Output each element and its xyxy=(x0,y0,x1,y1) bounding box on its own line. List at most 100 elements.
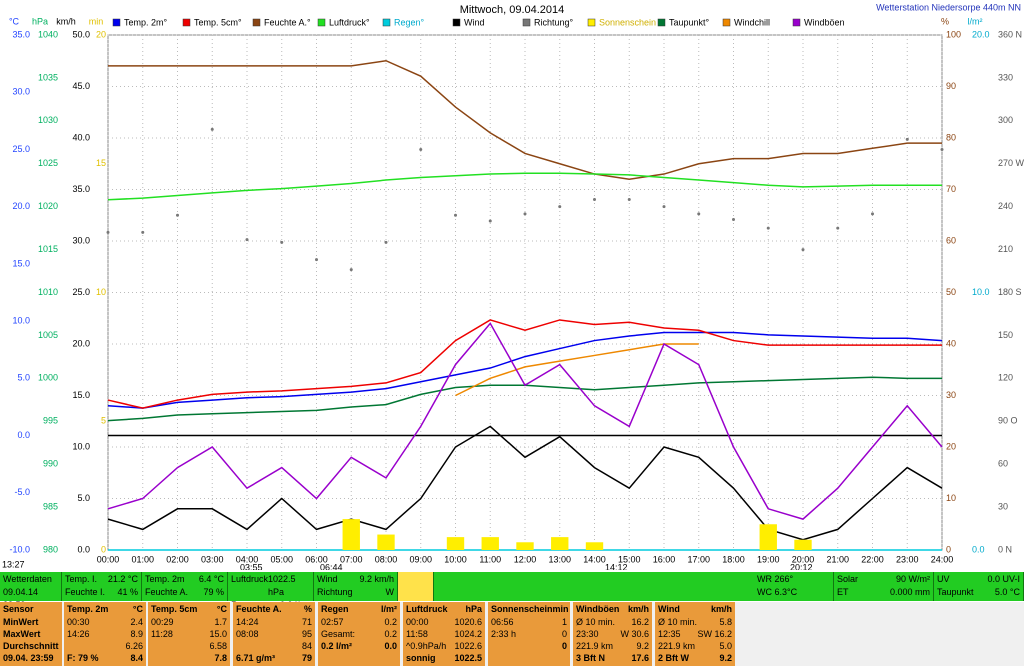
stats-table: Sensor MinWert MaxWert Durchschnitt 09.04. 2… xyxy=(0,602,1024,666)
legend-label: Feuchte A.° xyxy=(264,17,311,27)
cell-text: 08:08 xyxy=(236,629,259,639)
cell-text: Ø 10 min. xyxy=(576,617,616,627)
legend-label: Temp. 2m° xyxy=(124,17,168,27)
y-tick-label: 20.0 xyxy=(972,29,990,39)
status-line: Temp. I. 21.2 °C xyxy=(65,573,138,586)
x-tick-label: 15:00 xyxy=(618,554,641,564)
table-row: 00:30 2.4 xyxy=(67,616,143,628)
y-tick-label: 70 xyxy=(946,184,956,194)
annotation: 03:55 xyxy=(240,562,263,570)
cell-text: 00:29 xyxy=(151,617,174,627)
column-unit: hPa xyxy=(465,604,482,614)
y-tick-label: 1025 xyxy=(38,158,58,168)
table-row: 2 Bft W 9.2 xyxy=(658,652,732,664)
legend-swatch xyxy=(382,18,391,27)
y-tick-label: 60 xyxy=(946,235,956,245)
station-name: Wetterstation Niedersorpe 440m NN xyxy=(876,2,1021,12)
point xyxy=(871,212,874,216)
cell-text: 6.26 xyxy=(125,641,143,651)
table-column: Windböen km/h Ø 10 min. 16.2 23:30 W 30.6 221.… xyxy=(573,602,652,666)
bar xyxy=(551,537,569,550)
table-row: Ø 10 min. 5.8 xyxy=(658,616,732,628)
x-tick-label: 04:00 xyxy=(236,554,259,564)
status-text: Taupunkt xyxy=(937,587,974,597)
status-text: 5.0 °C xyxy=(994,587,1020,597)
sun-icon xyxy=(398,572,434,601)
y-tick-label: 5 xyxy=(101,416,106,426)
table-row: 84 xyxy=(236,640,312,652)
x-tick-label: 11:00 xyxy=(479,554,501,564)
column-unit: % xyxy=(303,604,312,614)
table-row: sonnig 1022.5 xyxy=(406,652,482,664)
point xyxy=(106,230,110,234)
cell-text: 6.71 g/m³ xyxy=(236,653,276,663)
x-tick-label: 01:00 xyxy=(131,554,154,564)
cell-text: 23:30 xyxy=(576,629,599,639)
x-tick-label: 19:00 xyxy=(757,554,780,564)
x-tick-label: 06:00 xyxy=(305,554,328,564)
status-cell: Temp. I. 21.2 °C Feuchte I. 41 % xyxy=(62,572,142,601)
annotation: 06:44 xyxy=(320,562,343,570)
annotation: 13:27 xyxy=(2,559,25,569)
legend-label: Windchill xyxy=(734,17,770,27)
cell-text: Ø 10 min. xyxy=(658,617,698,627)
y-tick-label: 20 xyxy=(96,29,106,39)
y-tick-label: 240 xyxy=(998,201,1013,211)
table-row: ^0.9hPa/h 1022.6 xyxy=(406,640,482,652)
table-column: Feuchte A.% 14:24 71 08:08 95 84 6.71 g/m³ 79 xyxy=(233,602,315,666)
table-row: 2:33 h 0 xyxy=(491,628,567,640)
status-text: 6.4 °C xyxy=(198,574,224,584)
column-title: Wind xyxy=(658,604,680,614)
status-text: 1022.5 hPa xyxy=(268,574,296,597)
cell-text: F: 79 % xyxy=(67,653,99,663)
y-tick-label: 1015 xyxy=(38,244,58,254)
cell-text: 02:57 xyxy=(321,617,344,627)
y-tick-label: 10.0 xyxy=(72,441,90,451)
status-text: 90 W/m² xyxy=(895,574,930,584)
cell-text: 1020.6 xyxy=(454,617,482,627)
y-tick-label: 5.0 xyxy=(17,373,30,383)
legend-swatch xyxy=(587,18,596,27)
point xyxy=(593,198,596,202)
cell-text: 1.7 xyxy=(214,617,227,627)
column-header: Luftdruck hPa xyxy=(406,602,482,616)
point xyxy=(245,238,249,242)
status-text: Wetterdaten xyxy=(3,574,52,584)
table-row: 0.2 l/m² 0.0 xyxy=(321,640,397,652)
y-tick-label: 10.0 xyxy=(972,287,990,297)
y-tick-label: 10 xyxy=(96,287,106,297)
status-line: WR 266° xyxy=(757,573,830,586)
cell-text: 17.6 xyxy=(631,653,649,663)
y-tick-label: 20.0 xyxy=(12,201,30,211)
table-row: 221.9 km 9.2 xyxy=(576,640,649,652)
y-tick-label: 985 xyxy=(43,501,58,511)
y-tick-label: 1040 xyxy=(38,29,58,39)
point xyxy=(766,226,770,230)
column-header: Temp. 5cm °C xyxy=(151,602,227,616)
cell-text: 0 xyxy=(561,629,567,639)
y-tick-label: 90 O xyxy=(998,416,1018,426)
chart: Mittwoch, 09.04.2014 Wetterstation Niede… xyxy=(2,2,1024,572)
y-tick-label: 0 xyxy=(101,544,106,554)
status-line: WC 6.3°C xyxy=(757,586,830,599)
cell-text: 84 xyxy=(301,641,312,651)
y-tick-label: 0.0 xyxy=(972,544,985,554)
point xyxy=(732,218,735,222)
table-row: 23:30 W 30.6 xyxy=(576,628,649,640)
y-tick-label: -10.0 xyxy=(9,544,30,554)
cell-text: 221.9 km xyxy=(576,641,614,651)
point xyxy=(176,213,179,217)
status-text: Solar xyxy=(837,574,859,584)
y-tick-label: 270 W xyxy=(998,158,1024,168)
cell-text: 0 xyxy=(561,641,567,651)
table-column: Wind km/h Ø 10 min. 5.8 12:35 SW 16.2 221.9 km… xyxy=(655,602,735,666)
x-tick-label: 08:00 xyxy=(375,554,398,564)
cell-text: 0.0 xyxy=(384,641,397,651)
legend-swatch xyxy=(452,18,461,27)
status-line: UV 0.0 UV-I xyxy=(937,573,1020,586)
axis-unit: hPa xyxy=(32,16,48,26)
bar xyxy=(446,537,465,550)
status-text: Luftdruck xyxy=(231,574,269,584)
